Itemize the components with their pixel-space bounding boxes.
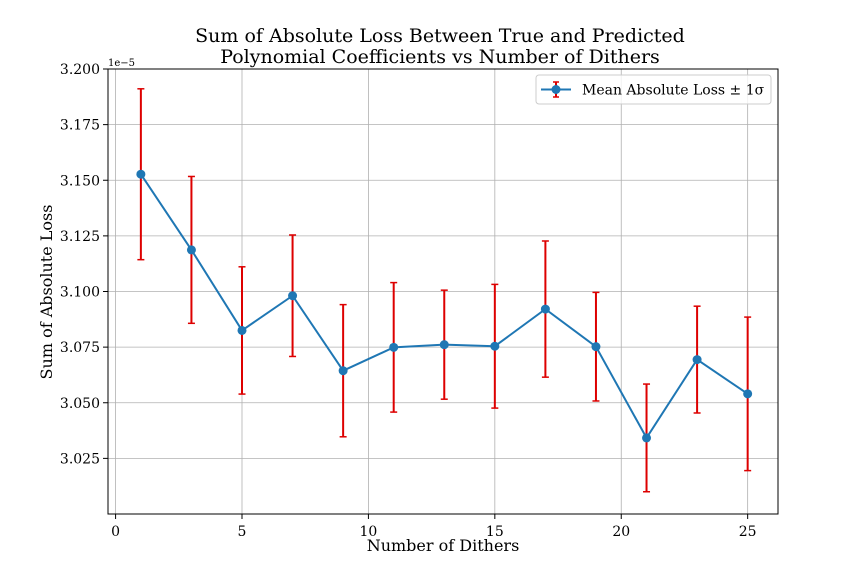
x-tick-label: 10: [360, 524, 378, 540]
legend-marker-sample: [551, 85, 561, 94]
y-tick-label: 3.075: [60, 340, 100, 356]
x-tick-label: 5: [238, 524, 247, 540]
data-point: [389, 342, 399, 352]
ticks-layer: 0 5 10 15 20 25 3.025 3.050 3.075 3.100 3.125 3.150…: [60, 62, 757, 540]
data-point: [237, 325, 247, 335]
y-tick-label: 3.150: [60, 173, 100, 189]
data-point: [338, 366, 348, 376]
data-point: [490, 341, 500, 351]
x-tick-label: 20: [612, 524, 630, 540]
data-point: [288, 291, 298, 301]
chart-title-line-1: Sum of Absolute Loss Between True and Pr…: [195, 25, 685, 47]
grid: [108, 68, 778, 514]
y-tick-label: 3.175: [60, 118, 100, 134]
data-point: [540, 304, 550, 314]
y-tick-label: 3.125: [60, 229, 100, 245]
data-point: [186, 245, 196, 255]
data-point: [136, 169, 146, 179]
x-tick-label: 25: [739, 524, 757, 540]
data-point: [692, 355, 702, 365]
data-point: [743, 389, 753, 399]
chart-title-line-2: Polynomial Coefficients vs Number of Dit…: [220, 46, 660, 68]
y-offset-label: 1e−5: [108, 58, 135, 69]
data-point: [642, 433, 652, 443]
x-tick-label: 15: [486, 524, 504, 540]
series-layer: [136, 88, 753, 493]
y-tick-label: 3.025: [60, 451, 100, 467]
y-axis-label: Sum of Absolute Loss: [37, 205, 56, 380]
legend: Mean Absolute Loss ± 1σ: [535, 74, 772, 105]
legend-box: [535, 74, 772, 105]
y-tick-label: 3.100: [60, 285, 100, 301]
legend-label: Mean Absolute Loss ± 1σ: [582, 83, 765, 99]
data-point: [591, 342, 601, 352]
x-axis-label: Number of Dithers: [367, 536, 520, 555]
y-tick-label: 3.050: [60, 396, 100, 412]
data-point: [439, 340, 449, 350]
y-tick-label: 3.200: [60, 62, 100, 78]
x-tick-label: 0: [111, 524, 120, 540]
